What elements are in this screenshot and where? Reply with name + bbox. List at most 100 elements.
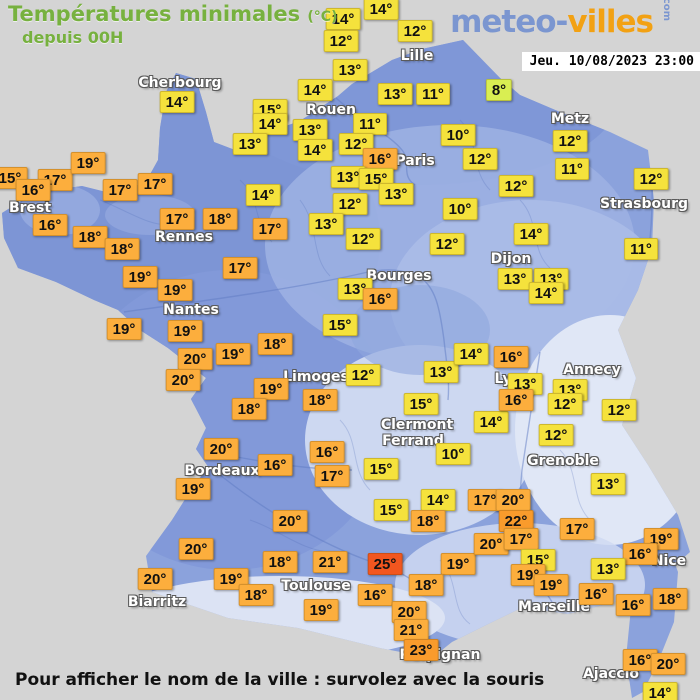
- temp-badge[interactable]: 17°: [467, 489, 503, 511]
- temp-badge[interactable]: 14°: [528, 282, 564, 304]
- temp-badge[interactable]: 20°: [178, 538, 214, 560]
- temp-badge[interactable]: 13°: [423, 361, 459, 383]
- temp-badge[interactable]: 18°: [238, 584, 274, 606]
- temp-badge[interactable]: 20°: [272, 510, 308, 532]
- temp-badge[interactable]: 15°: [363, 458, 399, 480]
- temp-badge[interactable]: 20°: [473, 533, 509, 555]
- temp-badge[interactable]: 20°: [203, 438, 239, 460]
- temp-badge[interactable]: 20°: [177, 348, 213, 370]
- temp-badge[interactable]: 21°: [312, 551, 348, 573]
- temp-badge[interactable]: 14°: [453, 343, 489, 365]
- temp-badge[interactable]: 12°: [323, 30, 359, 52]
- temp-badge[interactable]: 12°: [552, 130, 588, 152]
- temp-badge[interactable]: 18°: [302, 389, 338, 411]
- temp-badge[interactable]: 12°: [345, 364, 381, 386]
- temp-badge[interactable]: 12°: [498, 175, 534, 197]
- temp-badge[interactable]: 19°: [533, 574, 569, 596]
- temp-badge[interactable]: 17°: [137, 173, 173, 195]
- temp-badge[interactable]: 14°: [363, 0, 399, 20]
- temp-badge[interactable]: 14°: [252, 113, 288, 135]
- temp-badge[interactable]: 12°: [462, 148, 498, 170]
- temp-badge[interactable]: 16°: [362, 288, 398, 310]
- temp-badge[interactable]: 21°: [393, 619, 429, 641]
- temp-badge[interactable]: 13°: [378, 183, 414, 205]
- temp-badge[interactable]: 25°: [367, 553, 403, 575]
- temp-badge[interactable]: 16°: [309, 441, 345, 463]
- temp-badge[interactable]: 19°: [70, 152, 106, 174]
- temp-badge[interactable]: 11°: [555, 158, 589, 180]
- temp-badge[interactable]: 10°: [435, 443, 471, 465]
- temp-badge[interactable]: 13°: [332, 59, 368, 81]
- temp-badge[interactable]: 20°: [137, 568, 173, 590]
- temp-badge[interactable]: 19°: [175, 478, 211, 500]
- temp-badge[interactable]: 16°: [493, 346, 529, 368]
- temp-badge[interactable]: 14°: [297, 139, 333, 161]
- temp-badge[interactable]: 17°: [252, 218, 288, 240]
- temp-badge[interactable]: 8°: [485, 79, 513, 101]
- temp-badge[interactable]: 18°: [408, 574, 444, 596]
- temp-badge[interactable]: 13°: [590, 558, 626, 580]
- temp-badge[interactable]: 13°: [232, 133, 268, 155]
- temp-badge[interactable]: 18°: [257, 333, 293, 355]
- temp-badge[interactable]: 20°: [495, 489, 531, 511]
- temp-badge[interactable]: 13°: [292, 119, 328, 141]
- temp-badge[interactable]: 16°: [362, 148, 398, 170]
- meteo-villes-logo[interactable]: meteo-villes .com: [450, 0, 680, 40]
- temp-badge[interactable]: 12°: [538, 424, 574, 446]
- temp-badge[interactable]: 11°: [624, 238, 658, 260]
- temp-badge[interactable]: 23°: [403, 639, 439, 661]
- temp-badge[interactable]: 19°: [167, 320, 203, 342]
- temp-badge[interactable]: 13°: [308, 213, 344, 235]
- temp-badge[interactable]: 19°: [215, 343, 251, 365]
- temp-badge[interactable]: 12°: [547, 393, 583, 415]
- temp-badge[interactable]: 13°: [590, 473, 626, 495]
- temp-badge[interactable]: 14°: [245, 184, 281, 206]
- temp-badge[interactable]: 10°: [440, 124, 476, 146]
- temp-badge[interactable]: 16°: [15, 179, 51, 201]
- temp-badge[interactable]: 15°: [322, 314, 358, 336]
- temp-badge[interactable]: 18°: [652, 588, 688, 610]
- temp-badge[interactable]: 14°: [297, 79, 333, 101]
- temp-badge[interactable]: 16°: [357, 584, 393, 606]
- temp-badge[interactable]: 13°: [330, 166, 366, 188]
- temp-badge[interactable]: 12°: [633, 168, 669, 190]
- temp-badge[interactable]: 17°: [159, 208, 195, 230]
- temp-badge[interactable]: 11°: [353, 113, 387, 135]
- temp-badge[interactable]: 14°: [325, 8, 361, 30]
- temp-badge[interactable]: 20°: [650, 653, 686, 675]
- temp-badge[interactable]: 13°: [377, 83, 413, 105]
- temp-badge[interactable]: 18°: [104, 238, 140, 260]
- temp-badge[interactable]: 16°: [32, 214, 68, 236]
- temp-badge[interactable]: 12°: [429, 233, 465, 255]
- temp-badge[interactable]: 14°: [420, 489, 456, 511]
- temp-badge[interactable]: 12°: [601, 399, 637, 421]
- temp-badge[interactable]: 18°: [72, 226, 108, 248]
- temp-badge[interactable]: 19°: [253, 378, 289, 400]
- temp-badge[interactable]: 19°: [303, 599, 339, 621]
- temp-badge[interactable]: 18°: [262, 551, 298, 573]
- temp-badge[interactable]: 17°: [314, 465, 350, 487]
- temp-badge[interactable]: 19°: [440, 553, 476, 575]
- temp-badge[interactable]: 12°: [345, 228, 381, 250]
- temp-badge[interactable]: 17°: [102, 179, 138, 201]
- temp-badge[interactable]: 16°: [615, 594, 651, 616]
- temp-badge[interactable]: 19°: [106, 318, 142, 340]
- temp-badge[interactable]: 12°: [332, 193, 368, 215]
- temp-badge[interactable]: 14°: [473, 411, 509, 433]
- temp-badge[interactable]: 18°: [202, 208, 238, 230]
- temp-badge[interactable]: 15°: [373, 499, 409, 521]
- temp-badge[interactable]: 16°: [578, 583, 614, 605]
- temp-badge[interactable]: 14°: [159, 91, 195, 113]
- temp-badge[interactable]: 12°: [397, 20, 433, 42]
- temp-badge[interactable]: 17°: [222, 257, 258, 279]
- temp-badge[interactable]: 13°: [497, 268, 533, 290]
- temp-badge[interactable]: 19°: [157, 279, 193, 301]
- temp-badge[interactable]: 15°: [403, 393, 439, 415]
- temp-badge[interactable]: 16°: [498, 389, 534, 411]
- temp-badge[interactable]: 17°: [503, 528, 539, 550]
- temp-badge[interactable]: 20°: [165, 369, 201, 391]
- temp-badge[interactable]: 18°: [410, 510, 446, 532]
- temp-badge[interactable]: 16°: [257, 454, 293, 476]
- temp-badge[interactable]: 17°: [559, 518, 595, 540]
- temp-badge[interactable]: 11°: [416, 83, 450, 105]
